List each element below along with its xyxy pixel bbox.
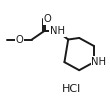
Text: NH: NH [91, 57, 106, 67]
Text: HCl: HCl [62, 84, 81, 94]
Text: NH: NH [50, 26, 65, 36]
Text: O: O [44, 14, 52, 24]
Text: O: O [16, 35, 24, 45]
